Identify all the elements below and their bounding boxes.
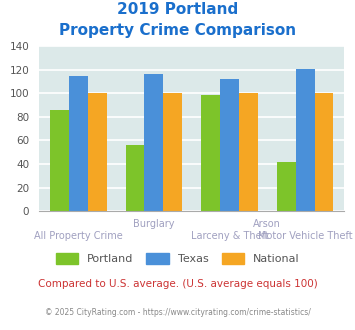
Bar [126, 145, 144, 211]
Legend: Portland, Texas, National: Portland, Texas, National [51, 248, 304, 268]
Text: Burglary: Burglary [133, 219, 175, 229]
Text: Motor Vehicle Theft: Motor Vehicle Theft [258, 231, 353, 241]
Bar [239, 93, 258, 211]
Bar [277, 162, 296, 211]
Text: Larceny & Theft: Larceny & Theft [191, 231, 268, 241]
Text: 2019 Portland: 2019 Portland [117, 2, 238, 16]
Text: All Property Crime: All Property Crime [34, 231, 123, 241]
Text: Arson: Arson [253, 219, 281, 229]
Bar [220, 79, 239, 211]
Bar [315, 93, 333, 211]
Bar [88, 93, 107, 211]
Text: Property Crime Comparison: Property Crime Comparison [59, 23, 296, 38]
Bar [163, 93, 182, 211]
Text: © 2025 CityRating.com - https://www.cityrating.com/crime-statistics/: © 2025 CityRating.com - https://www.city… [45, 308, 310, 316]
Bar [201, 94, 220, 211]
Bar [296, 69, 315, 211]
Text: Compared to U.S. average. (U.S. average equals 100): Compared to U.S. average. (U.S. average … [38, 279, 317, 289]
Bar [69, 76, 88, 211]
Bar [50, 110, 69, 211]
Bar [144, 75, 163, 211]
